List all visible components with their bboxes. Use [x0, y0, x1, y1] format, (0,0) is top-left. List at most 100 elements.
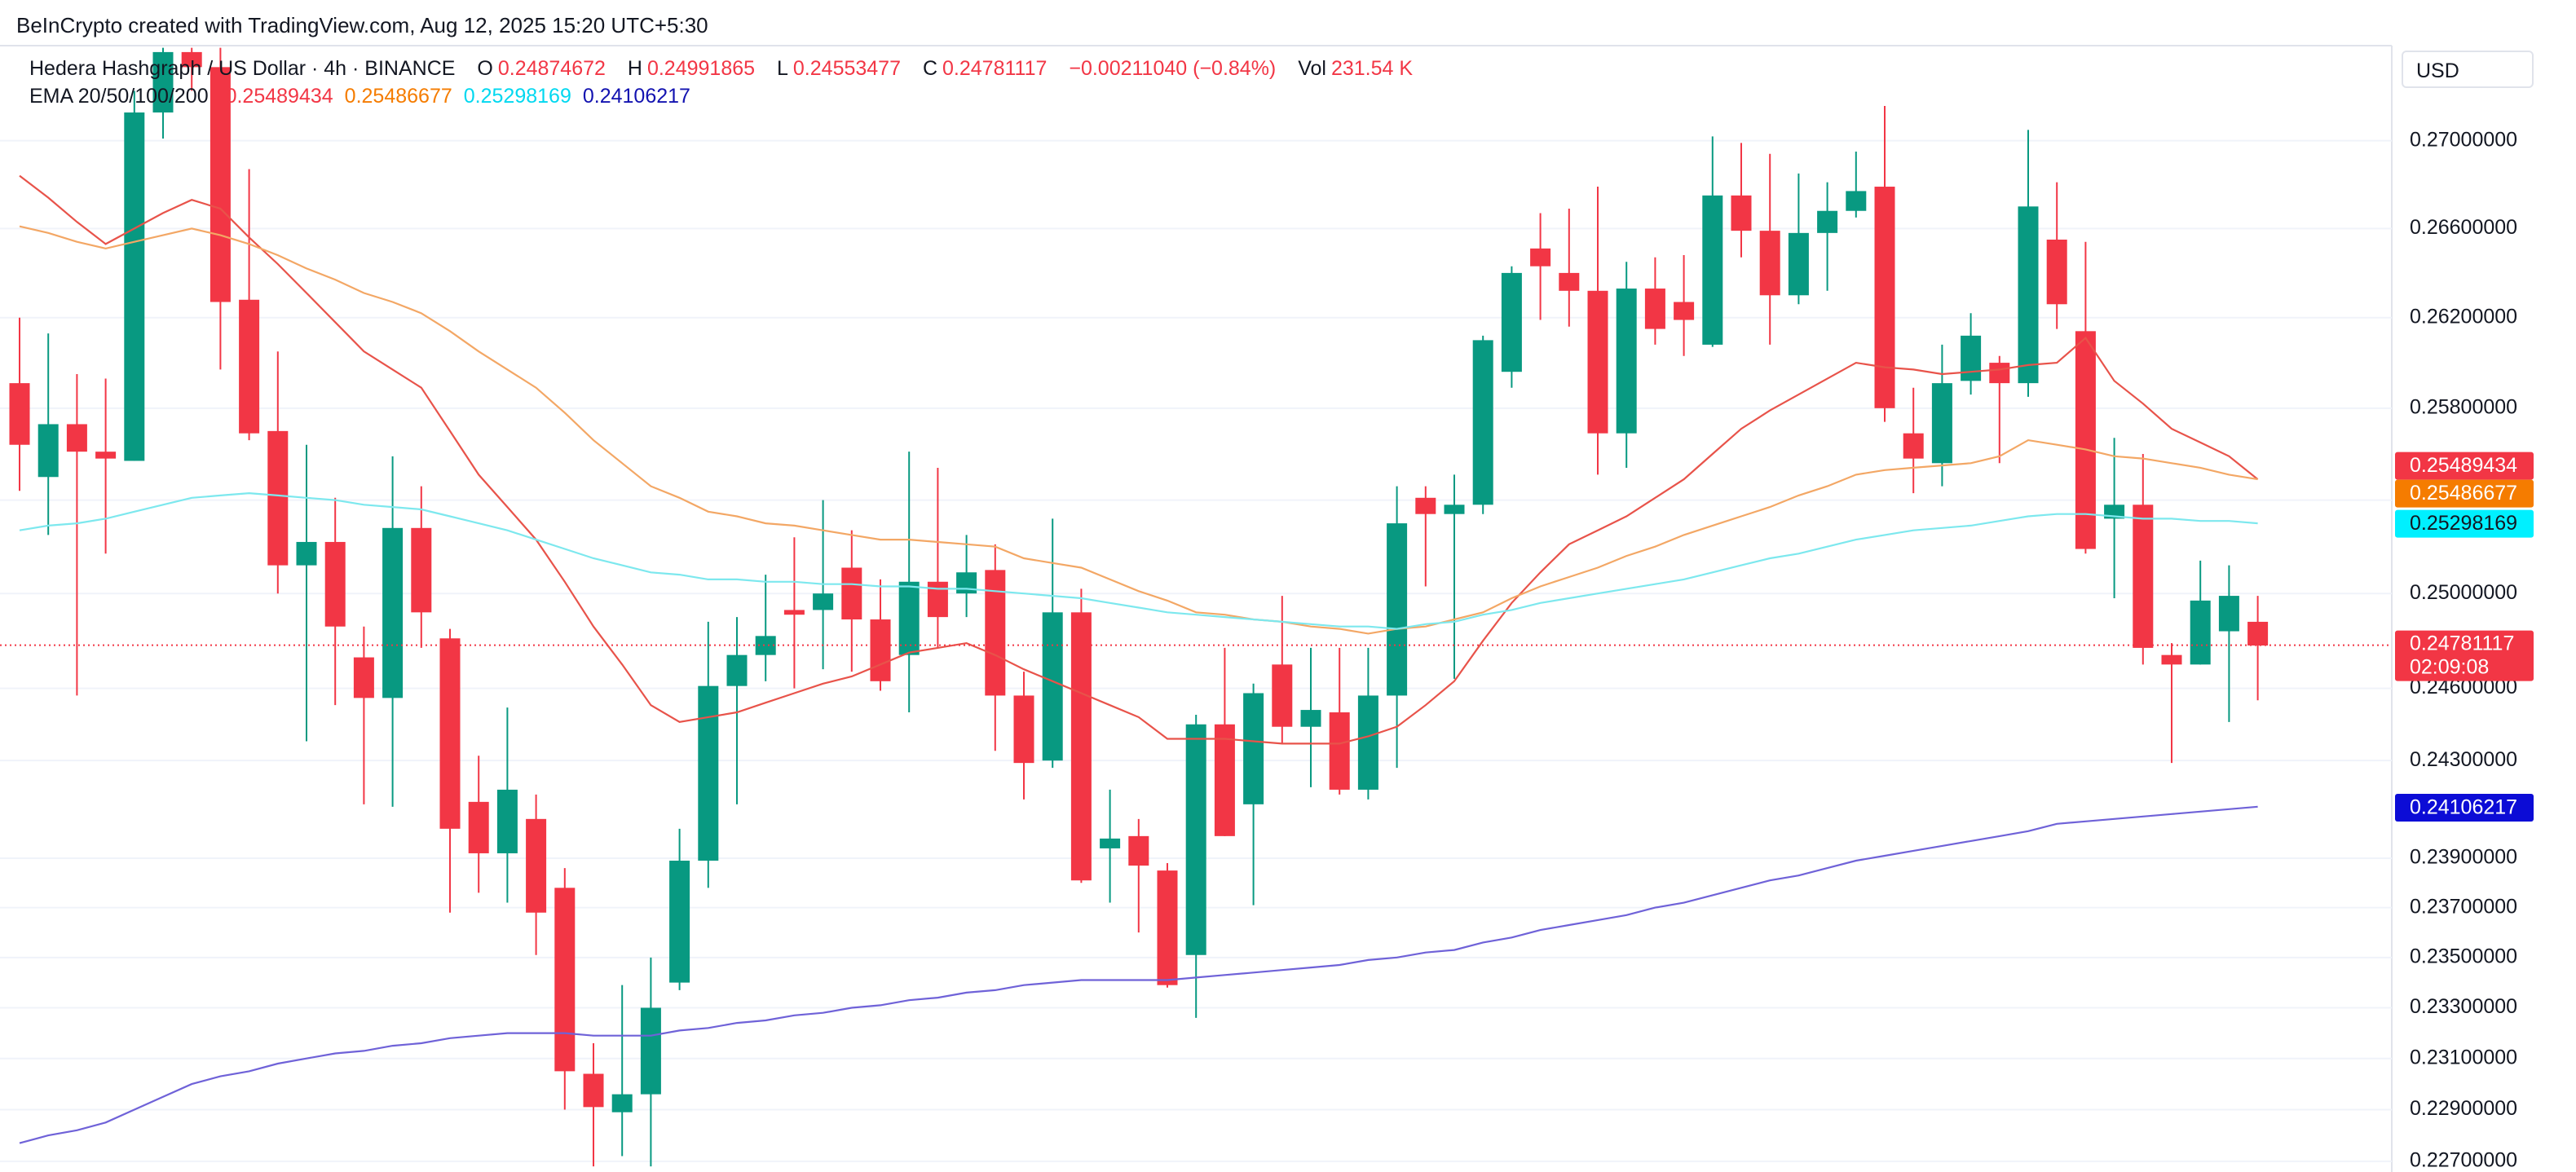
candle-body — [870, 619, 891, 681]
candle-body — [669, 861, 690, 983]
candle-body — [2218, 596, 2239, 632]
y-tick-label: 0.23900000 — [2410, 846, 2517, 869]
candle-body — [267, 430, 289, 566]
candle-body — [1731, 195, 1752, 231]
candle-body — [296, 541, 317, 566]
candle-body — [611, 1094, 633, 1113]
y-tick-label: 0.26600000 — [2410, 216, 2517, 239]
candle-body — [583, 1073, 604, 1108]
price-badge-label: 0.24106217 — [2410, 796, 2517, 819]
candle-body — [554, 888, 576, 1072]
price-badge — [2395, 479, 2534, 508]
candle-body — [726, 654, 748, 686]
candle-body — [1243, 693, 1264, 804]
candle-body — [1931, 383, 1952, 464]
candle-body — [1357, 695, 1378, 790]
currency-button[interactable]: USD — [2402, 51, 2534, 88]
candle-body — [1300, 710, 1321, 727]
ema-label: EMA 20/50/100/200 — [29, 85, 209, 108]
candle-body — [898, 581, 920, 655]
ema-line — [19, 805, 2258, 1144]
candle-body — [1185, 724, 1206, 955]
candle-body — [1817, 210, 1838, 233]
candle-body — [1387, 523, 1408, 696]
candle-body — [1013, 695, 1034, 764]
candle-body — [1530, 248, 1551, 267]
y-tick-label: 0.25000000 — [2410, 581, 2517, 604]
candle-body — [1616, 289, 1637, 434]
candle-body — [1587, 290, 1608, 434]
attribution: BeInCrypto created with TradingView.com,… — [16, 13, 708, 37]
y-tick-label: 0.23500000 — [2410, 945, 2517, 967]
ema-line — [19, 174, 2259, 745]
candle-body — [152, 51, 174, 113]
candle-body — [1128, 835, 1149, 866]
candle-body — [783, 610, 805, 615]
candle-body — [640, 1007, 661, 1095]
change: −0.00211040 (−0.84%) — [1069, 57, 1277, 80]
open-value: 0.24874672 — [497, 57, 606, 80]
low-label: L — [777, 57, 788, 80]
ema-value: 0.24106217 — [582, 85, 690, 108]
countdown-label: 02:09:08 — [2410, 655, 2489, 678]
volume-value: 231.54 K — [1330, 57, 1414, 80]
candle-body — [2133, 504, 2154, 648]
candle-body — [1100, 838, 1121, 848]
candle-body — [1644, 289, 1665, 329]
candle-body — [1070, 612, 1092, 881]
candle-body — [1788, 232, 1809, 296]
candle-body — [496, 789, 518, 853]
symbol-legend: Hedera Hashgraph / US Dollar · 4h · BINA… — [29, 57, 1418, 81]
close-value: 0.24781117 — [942, 57, 1048, 80]
candle-body — [1272, 664, 1293, 727]
candle-body — [2247, 621, 2269, 645]
candle-body — [985, 570, 1006, 696]
price-axis: 0.27000000 0.26600000 0.26200000 0.25800000… — [2395, 128, 2534, 1171]
candle-body — [1702, 195, 1723, 345]
plot-area — [0, 47, 2392, 1167]
ema-line — [19, 491, 2258, 630]
candle-body — [1674, 302, 1695, 320]
y-tick-label: 0.26200000 — [2410, 305, 2517, 328]
candle-body — [1759, 231, 1780, 296]
candle-body — [66, 424, 87, 452]
candle-body — [2018, 206, 2039, 384]
candle-body — [1042, 612, 1063, 761]
volume-label: Vol — [1298, 57, 1326, 80]
y-tick-label: 0.24300000 — [2410, 748, 2517, 771]
candle-body — [1903, 433, 1924, 459]
candle-body — [2161, 654, 2182, 665]
candle-body — [1415, 497, 1436, 514]
candle-body — [1559, 272, 1580, 291]
candle-body — [324, 541, 346, 627]
y-tick-label: 0.23700000 — [2410, 895, 2517, 918]
y-tick-label: 0.23300000 — [2410, 995, 2517, 1018]
candle-body — [2075, 331, 2096, 549]
candle-body — [1472, 340, 1493, 505]
y-tick-label: 0.22700000 — [2410, 1148, 2517, 1171]
y-tick-label: 0.27000000 — [2410, 128, 2517, 151]
candle-body — [1157, 870, 1178, 985]
candle-body — [1444, 504, 1465, 514]
y-tick-label: 0.25800000 — [2410, 395, 2517, 418]
candle-body — [210, 67, 231, 302]
high-value: 0.24991865 — [646, 57, 756, 80]
price-badge-label: 0.25489434 — [2410, 454, 2517, 477]
candle-body — [1846, 191, 1867, 211]
candle-body — [181, 51, 202, 68]
ema-value: 0.25486677 — [344, 85, 452, 108]
price-badge — [2395, 630, 2534, 681]
high-label: H — [627, 57, 642, 80]
candle-body — [124, 112, 145, 461]
close-label: C — [922, 57, 938, 80]
price-badge — [2395, 509, 2534, 538]
candle-body — [9, 383, 30, 445]
candle-body — [927, 581, 948, 618]
price-badge-label: 0.25486677 — [2410, 482, 2517, 504]
candle-body — [411, 527, 432, 613]
candle-body — [1989, 363, 2010, 384]
candle-body — [1874, 187, 1895, 408]
candle-body — [1329, 712, 1350, 790]
candle-body — [841, 567, 862, 620]
